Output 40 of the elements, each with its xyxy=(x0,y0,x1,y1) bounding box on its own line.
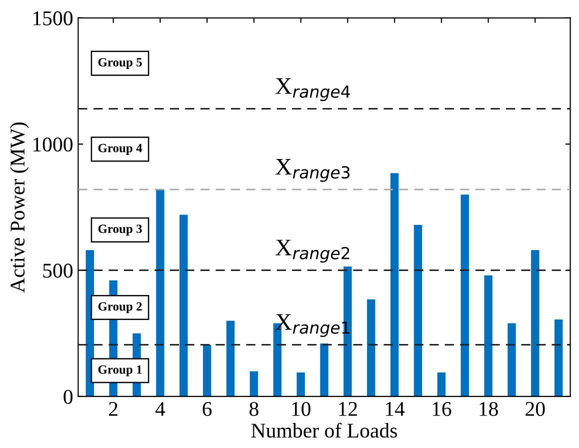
bar xyxy=(250,371,258,396)
x-tick-label: 4 xyxy=(155,402,166,416)
bar xyxy=(554,320,563,396)
x-tick-label: 10 xyxy=(292,402,310,416)
bar xyxy=(508,323,516,396)
annotation: Group 4 xyxy=(98,144,142,155)
ref-line-label: X$_{range4}$ xyxy=(276,78,350,102)
y-tick-label: 500 xyxy=(43,264,73,278)
x-tick-label: 18 xyxy=(480,402,498,416)
y-tick-label: 1500 xyxy=(33,11,73,26)
bar xyxy=(202,344,212,396)
y-tick-label: 1000 xyxy=(33,137,73,152)
x-tick-label: 2 xyxy=(109,402,118,416)
y-tick-label: 0 xyxy=(64,390,73,404)
x-axis-title: Number of Loads xyxy=(251,422,397,438)
annotation: Group 3 xyxy=(98,224,142,236)
x-tick-label: 6 xyxy=(202,402,212,416)
annotation: Group 5 xyxy=(98,58,142,70)
bar xyxy=(320,343,328,396)
bar xyxy=(367,299,376,396)
x-tick-label: 16 xyxy=(432,402,452,416)
annotation: Group 2 xyxy=(98,302,142,314)
bar xyxy=(180,214,188,396)
bar xyxy=(296,372,305,396)
bar xyxy=(460,194,469,396)
bar xyxy=(390,173,399,396)
bar xyxy=(437,372,446,396)
ref-line-label: X$_{range2}$ xyxy=(276,240,350,263)
bar xyxy=(156,190,164,396)
x-tick-label: 20 xyxy=(526,402,545,416)
bar xyxy=(414,224,422,396)
bar xyxy=(531,250,540,396)
bar xyxy=(484,275,492,396)
annotation: Group 1 xyxy=(98,365,142,376)
x-tick-label: 14 xyxy=(386,402,405,416)
ref-line-label: X$_{range3}$ xyxy=(276,159,350,182)
x-tick-label: 8 xyxy=(250,402,258,416)
y-axis-title: Active Power (MW) xyxy=(10,122,29,293)
bar xyxy=(226,320,235,396)
x-tick-label: 12 xyxy=(339,402,357,416)
